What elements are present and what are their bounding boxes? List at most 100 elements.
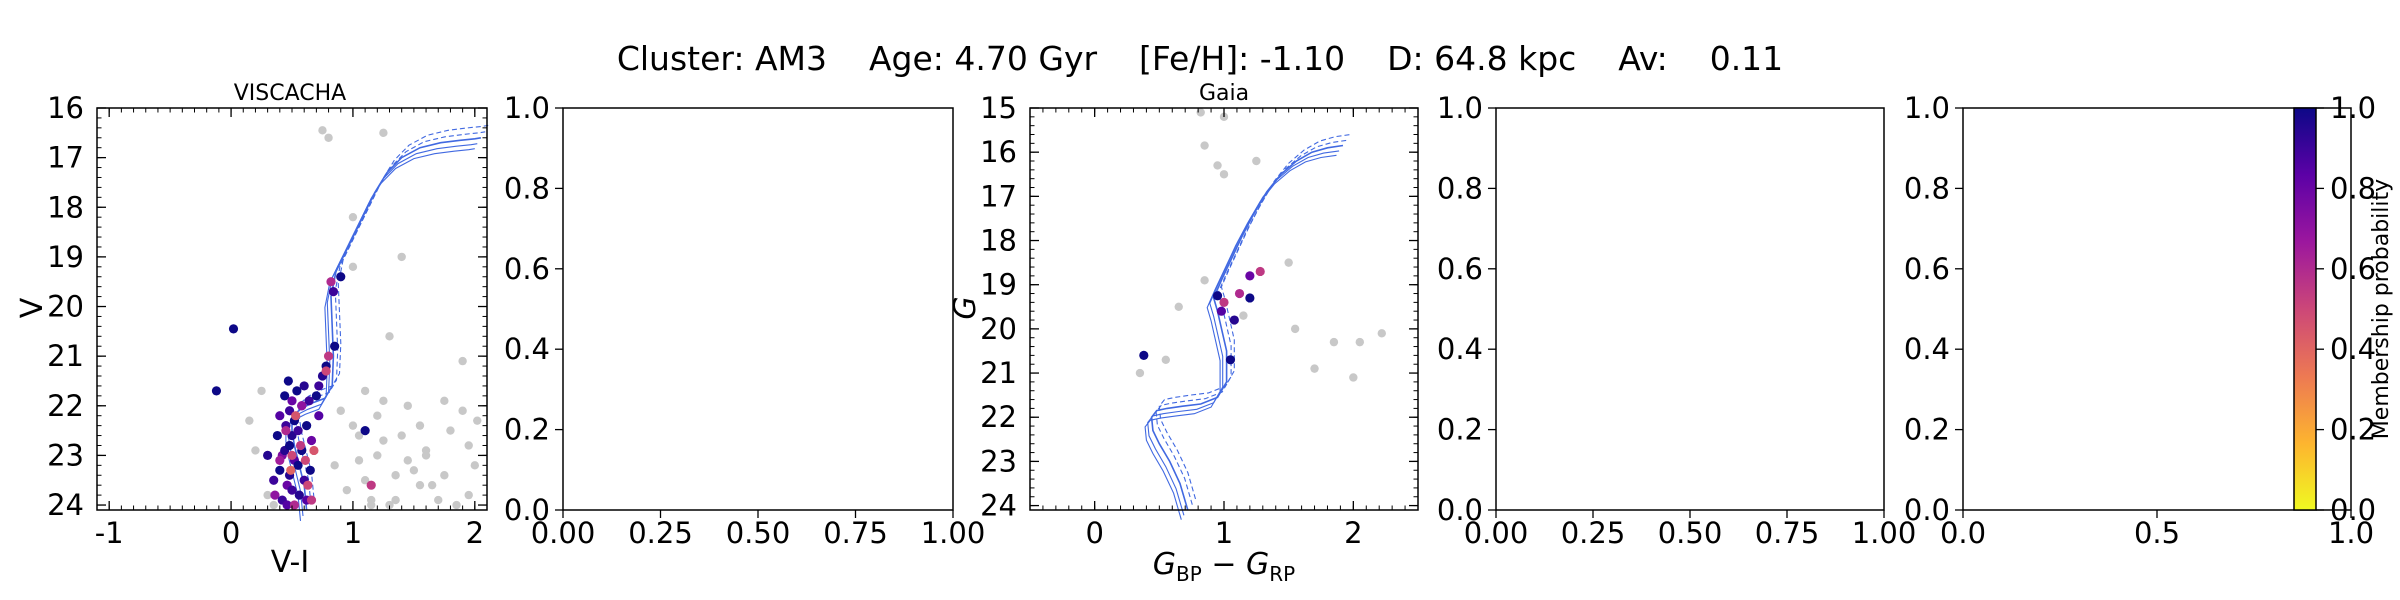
viscacha-non-member-point: [464, 441, 473, 450]
viscacha-member-point: [287, 450, 297, 461]
empty3-frame: [1962, 107, 2352, 511]
viscacha-isochrone-line: [287, 143, 478, 517]
panel-empty-3: 0.0 0.5 1.00.00.20.40.60.81.0: [1904, 91, 2374, 550]
viscacha-member-point: [292, 386, 302, 396]
viscacha-non-member-point: [360, 476, 370, 485]
viscacha-isochrone-line: [291, 137, 482, 511]
viscacha-member-point: [284, 406, 295, 416]
empty1-xtick-label: 0.50: [726, 516, 791, 550]
colorbar-ticks: 0.0 0.2 0.4 0.6 0.8 1.0: [2316, 91, 2376, 527]
viscacha-member-point: [311, 391, 321, 401]
empty1-frame: [562, 107, 954, 511]
viscacha-non-member-point: [257, 386, 266, 396]
viscacha-member-point: [305, 465, 315, 475]
viscacha-non-member-point: [397, 252, 406, 262]
viscacha-member-point: [295, 440, 306, 451]
empty3-ytick-label: 0.0: [1904, 493, 1950, 527]
viscacha-member-point: [294, 490, 304, 500]
viscacha-member-point: [297, 401, 307, 411]
viscacha-member-point: [306, 495, 317, 505]
gaia-non-member-point: [1174, 302, 1183, 311]
viscacha-non-member-point: [251, 446, 260, 455]
empty-3-axes: 0.0 0.5 1.00.00.20.40.60.81.0: [1904, 91, 2374, 550]
gaia-non-member-point: [1239, 311, 1248, 320]
viscacha-non-member-point: [342, 485, 352, 495]
gaia-non-member-point: [1252, 156, 1261, 166]
empty2-ytick-label: 0.0: [1437, 493, 1483, 527]
viscacha-non-member-point: [440, 471, 449, 480]
viscacha-non-member-point: [434, 495, 443, 505]
empty1-ytick-label: 0.4: [504, 332, 550, 366]
viscacha-non-member-point: [464, 490, 473, 500]
gaia-member-point: [1225, 355, 1236, 365]
empty1-ytick-label: 0.8: [504, 171, 550, 205]
panel-title-gaia: Gaia: [1199, 81, 1249, 106]
gaia-non-member-point: [1200, 276, 1209, 285]
viscacha-member-point: [303, 480, 313, 490]
viscacha-member-point: [300, 455, 311, 465]
gaia-isochrone-line: [1147, 150, 1340, 516]
gaia-non-member-point: [1290, 324, 1300, 334]
empty3-xtick-label: 1.0: [2328, 516, 2374, 550]
viscacha-non-member-point: [360, 386, 370, 396]
panel-empty-1: 0.00 0.25 0.50 0.75 1.00 0.0 0.2 0.4 0.6 0.8 1.0: [504, 91, 985, 550]
viscacha-xtick-label: -1: [95, 516, 124, 550]
empty3-ytick-label: 0.4: [1904, 332, 1950, 366]
viscacha-non-member-point: [446, 426, 455, 435]
viscacha-member-point: [275, 411, 285, 421]
empty2-ytick-label: 0.4: [1437, 332, 1483, 366]
viscacha-member-point: [293, 425, 303, 436]
viscacha-member-point: [336, 272, 346, 282]
viscacha-axes: -1 0 1 2 16 17 18 19 20 21 22 23 24: [47, 91, 488, 550]
viscacha-member-point: [275, 465, 285, 475]
viscacha-xtick-label: 0: [222, 516, 240, 550]
empty-2-axes: 0.00 0.25 0.50 0.75 1.00 0.0 0.2 0.4 0.6 0.8 1.0: [1437, 91, 1916, 550]
viscacha-member-point: [280, 391, 290, 401]
empty2-xtick-label: 0.25: [1561, 516, 1626, 550]
panel-viscacha: VISCACHA -1 0 1 2 16 17 18 19 20 21 22 23 24 V-I V: [15, 81, 489, 580]
viscacha-member-point: [309, 445, 319, 456]
empty1-ytick-label: 1.0: [504, 91, 550, 125]
empty2-ytick-label: 1.0: [1437, 91, 1483, 125]
gaia-non-member-point: [1200, 141, 1209, 150]
viscacha-non-member-point: [421, 446, 431, 455]
gaia-non-member-point: [1355, 337, 1365, 347]
gaia-ytick-label: 17: [980, 179, 1017, 213]
viscacha-non-member-point: [440, 396, 449, 406]
viscacha-non-member-point: [458, 406, 467, 415]
viscacha-non-member-point: [391, 471, 400, 480]
viscacha-ytick-label: 19: [47, 240, 84, 274]
viscacha-non-member-point: [385, 332, 394, 341]
viscacha-non-member-point: [403, 456, 412, 465]
viscacha-non-member-point: [409, 466, 419, 475]
empty2-frame: [1495, 107, 1885, 511]
viscacha-ytick-label: 23: [47, 438, 84, 472]
empty2-xtick-label: 0.50: [1658, 516, 1723, 550]
gaia-ytick-label: 24: [980, 489, 1017, 523]
gaia-non-member-point: [1349, 373, 1358, 382]
colorbar-tick-label: 0.8: [2330, 171, 2376, 205]
viscacha-non-member-point: [385, 500, 394, 510]
suptitle: Cluster: AM3 Age: 4.70 Gyr [Fe/H]: -1.10…: [617, 39, 1783, 78]
gaia-ytick-label: 18: [980, 224, 1017, 258]
viscacha-member-point: [286, 465, 296, 475]
empty2-ytick-label: 0.6: [1437, 252, 1483, 286]
empty1-ytick-label: 0.0: [504, 493, 550, 527]
viscacha-member-point: [321, 366, 331, 376]
viscacha-member-point: [287, 485, 297, 495]
gaia-axes: 0 1 2 15 16 17 18 19 20 21 22 23 24: [980, 91, 1419, 550]
panel-title-viscacha: VISCACHA: [234, 81, 346, 106]
colorbar-label: Membership probability: [2369, 179, 2394, 439]
viscacha-member-point: [366, 480, 376, 490]
viscacha-member-point: [289, 500, 300, 510]
viscacha-non-member-point: [373, 451, 382, 460]
gaia-member-point: [1255, 266, 1265, 277]
viscacha-member-point: [275, 455, 285, 465]
empty3-ytick-label: 0.2: [1904, 413, 1950, 447]
gaia-ytick-label: 23: [980, 444, 1017, 478]
viscacha-non-member-point: [245, 416, 254, 425]
viscacha-member-point: [283, 376, 293, 386]
viscacha-ytick-label: 21: [47, 339, 84, 373]
empty2-ytick-label: 0.8: [1437, 171, 1483, 205]
